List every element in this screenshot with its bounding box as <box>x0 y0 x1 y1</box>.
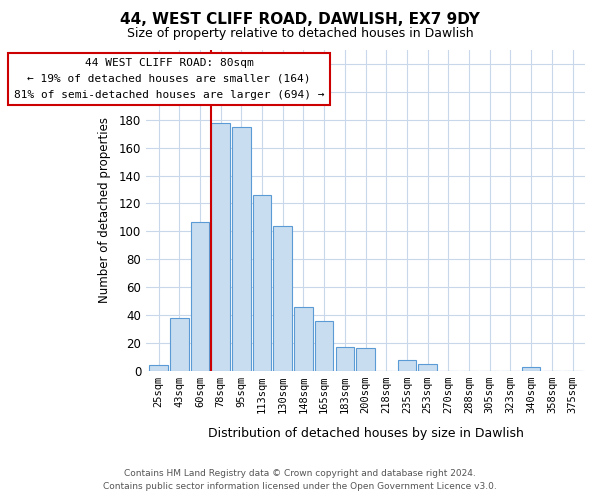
Bar <box>211 122 230 370</box>
Text: 44 WEST CLIFF ROAD: 80sqm
← 19% of detached houses are smaller (164)
81% of semi: 44 WEST CLIFF ROAD: 80sqm ← 19% of detac… <box>14 58 324 100</box>
Bar <box>522 366 541 370</box>
X-axis label: Distribution of detached houses by size in Dawlish: Distribution of detached houses by size … <box>208 427 523 440</box>
Bar <box>191 222 209 370</box>
Bar <box>418 364 437 370</box>
Text: Contains HM Land Registry data © Crown copyright and database right 2024.
Contai: Contains HM Land Registry data © Crown c… <box>103 470 497 491</box>
Bar <box>149 365 168 370</box>
Y-axis label: Number of detached properties: Number of detached properties <box>98 118 110 304</box>
Bar <box>335 347 354 370</box>
Bar <box>274 226 292 370</box>
Text: Size of property relative to detached houses in Dawlish: Size of property relative to detached ho… <box>127 28 473 40</box>
Bar <box>398 360 416 370</box>
Bar <box>232 126 251 370</box>
Bar <box>356 348 375 370</box>
Bar <box>170 318 188 370</box>
Bar <box>294 306 313 370</box>
Text: 44, WEST CLIFF ROAD, DAWLISH, EX7 9DY: 44, WEST CLIFF ROAD, DAWLISH, EX7 9DY <box>120 12 480 28</box>
Bar <box>253 195 271 370</box>
Bar <box>315 320 334 370</box>
